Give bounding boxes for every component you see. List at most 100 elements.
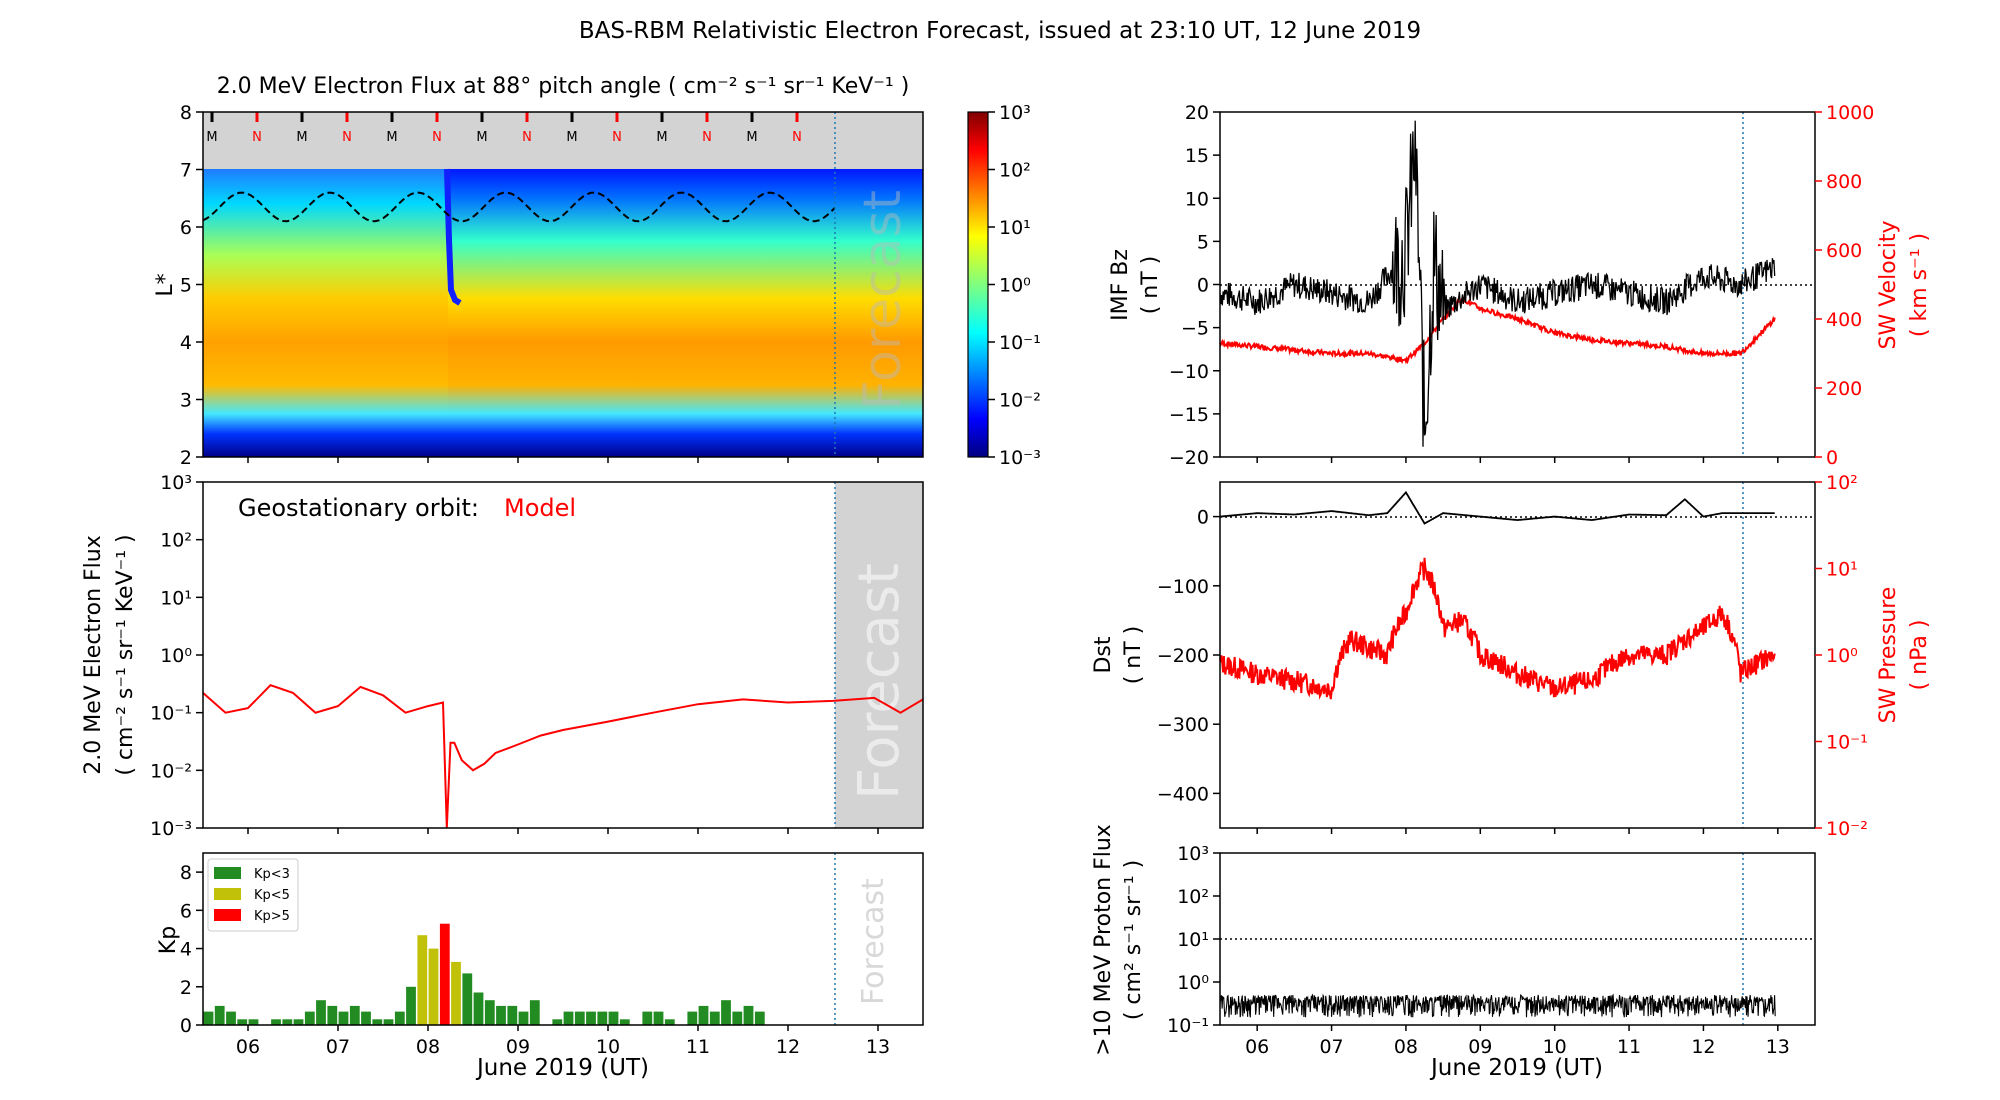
geo-y-tick-label: 10⁻¹	[150, 703, 192, 725]
kp-bar	[361, 1011, 371, 1025]
dst-y-tick-label: 0	[1197, 507, 1209, 529]
imf-y-tick-label: 5	[1197, 231, 1209, 253]
kp-bars	[203, 923, 765, 1025]
colorbar-tick-label: 10³	[999, 102, 1031, 124]
kp-legend-swatch-low	[214, 867, 241, 879]
kp-bar	[574, 1011, 585, 1025]
kp-bar	[732, 1011, 743, 1025]
kp-bar	[698, 1005, 709, 1025]
kp-y-tick-label: 2	[180, 977, 192, 999]
proton-x-tick-label: 11	[1617, 1036, 1641, 1058]
orbit-marker-label: N	[522, 130, 532, 145]
proton-x-tick-label: 07	[1319, 1036, 1343, 1058]
kp-legend-label-high: Kp>5	[254, 909, 290, 924]
kp-bar	[743, 1005, 754, 1025]
kp-panel: Forecast 0 2 4 6 8 06 07 08 09 10 11 12 13 Kp Kp<3 …	[156, 852, 924, 1081]
geo-y-tick-label: 10²	[160, 530, 192, 552]
kp-legend: Kp<3 Kp<5 Kp>5	[207, 858, 299, 932]
orbit-marker-label: N	[432, 130, 442, 145]
orbit-marker-label: M	[746, 130, 757, 145]
kp-legend-swatch-high	[214, 909, 241, 921]
dst-y-ticks: −400 −300 −200 −100 0	[1157, 507, 1779, 834]
geo-y-tick-label: 10⁻²	[150, 760, 192, 782]
proton-flux-line	[1219, 993, 1776, 1018]
kp-bar	[304, 1011, 315, 1025]
geo-forecast-shade	[835, 482, 923, 828]
lstar-y-tick-label: 6	[180, 217, 192, 239]
orbit-marker-label: M	[566, 130, 577, 145]
proton-ylabel-line1: >10 MeV Proton Flux	[1091, 824, 1116, 1056]
dst-line	[1219, 490, 1775, 525]
kp-bar	[597, 1011, 608, 1025]
dst-y2-tick-label: 10⁰	[1826, 645, 1858, 667]
kp-bar	[248, 1019, 259, 1025]
kp-x-tick-label: 07	[326, 1036, 350, 1058]
geo-ylabel-line1: 2.0 MeV Electron Flux	[81, 535, 106, 775]
imf-y-tick-label: −5	[1181, 318, 1209, 340]
colorbar-tick-label: 10⁻¹	[999, 332, 1041, 354]
imf-ylabel-line1: IMF Bz	[1108, 249, 1133, 321]
kp-bar	[642, 1011, 653, 1025]
kp-bar	[214, 1005, 225, 1025]
kp-bar	[619, 1019, 630, 1025]
geo-panel: Forecast Geostationary orbit: Model 10⁻³…	[81, 472, 924, 840]
lstar-forecast-text: Forecast	[853, 190, 913, 410]
geo-y-tick-label: 10¹	[160, 587, 192, 609]
geo-y-tick-label: 10⁰	[160, 645, 192, 667]
kp-x-tick-label: 06	[236, 1036, 260, 1058]
kp-bar	[417, 935, 428, 1025]
imf-y2-tick-label: 1000	[1826, 102, 1874, 124]
dst-ylabel-line1: Dst	[1091, 636, 1116, 673]
kp-legend-swatch-mid	[214, 888, 241, 900]
imf-y-tick-label: 20	[1185, 102, 1209, 124]
kp-x-tick-label: 08	[416, 1036, 440, 1058]
dst-y-tick-label: −300	[1157, 714, 1209, 736]
kp-bar	[226, 1011, 236, 1025]
kp-bar	[282, 1019, 293, 1025]
dst-y-tick-label: −100	[1157, 576, 1209, 598]
dst-y2label-line2: ( nPa )	[1907, 620, 1932, 691]
imf-y2-tick-label: 200	[1826, 378, 1862, 400]
dst-y2-tick-label: 10⁻²	[1826, 818, 1868, 840]
proton-panel: 10⁻¹ 10⁰ 10¹ 10² 10³ 06 07 08 09 10 11 12 13 >10 Me…	[1091, 824, 1816, 1081]
kp-bar	[721, 1000, 731, 1025]
lstar-y-tick-label: 8	[180, 102, 192, 124]
geo-model-flux-line	[202, 684, 924, 829]
kp-bar	[293, 1019, 304, 1025]
lstar-y-tick-label: 3	[180, 390, 192, 412]
kp-bar	[203, 1011, 214, 1025]
colorbar-tick-label: 10¹	[999, 217, 1031, 239]
imf-bz-line	[1219, 120, 1776, 447]
kp-bar	[383, 1019, 394, 1025]
imf-y2-tick-label: 0	[1826, 447, 1838, 469]
lstar-panel: 2.0 MeV Electron Flux at 88° pitch angle…	[153, 74, 1041, 469]
imf-sw-velocity-line	[1219, 294, 1776, 365]
suptitle: BAS-RBM Relativistic Electron Forecast, …	[579, 18, 1421, 44]
imf-panel: −20 −15 −10 −5 0 5 10 15 20 0 200 400 600 800 1000 IM…	[1108, 102, 1932, 469]
lstar-dropout	[444, 168, 462, 306]
kp-bar	[451, 961, 461, 1025]
dst-y2-tick-label: 10²	[1826, 472, 1858, 494]
kp-bar	[552, 1019, 563, 1025]
lstar-y-tick-label: 4	[180, 332, 192, 354]
kp-bar	[237, 1019, 248, 1025]
orbit-marker-label: M	[656, 130, 667, 145]
geo-axes-frame	[202, 481, 924, 829]
proton-y-tick-label: 10⁰	[1177, 972, 1209, 994]
imf-y-tick-label: 10	[1185, 188, 1209, 210]
kp-bar	[664, 1019, 675, 1025]
kp-bar	[507, 1005, 518, 1025]
lstar-y-tick-label: 7	[180, 160, 192, 182]
lstar-gray-band	[203, 112, 923, 169]
kp-bar	[496, 1005, 506, 1025]
lstar-ylabel: L*	[153, 273, 178, 296]
kp-legend-label-mid: Kp<5	[254, 888, 290, 903]
kp-x-tick-label: 09	[506, 1036, 530, 1058]
kp-bar	[473, 992, 484, 1025]
geo-ylabel-line2: ( cm⁻² s⁻¹ sr⁻¹ KeV⁻¹ )	[113, 534, 138, 775]
proton-x-tick-label: 08	[1394, 1036, 1418, 1058]
imf-y2-tick-label: 800	[1826, 171, 1862, 193]
colorbar	[967, 111, 989, 458]
